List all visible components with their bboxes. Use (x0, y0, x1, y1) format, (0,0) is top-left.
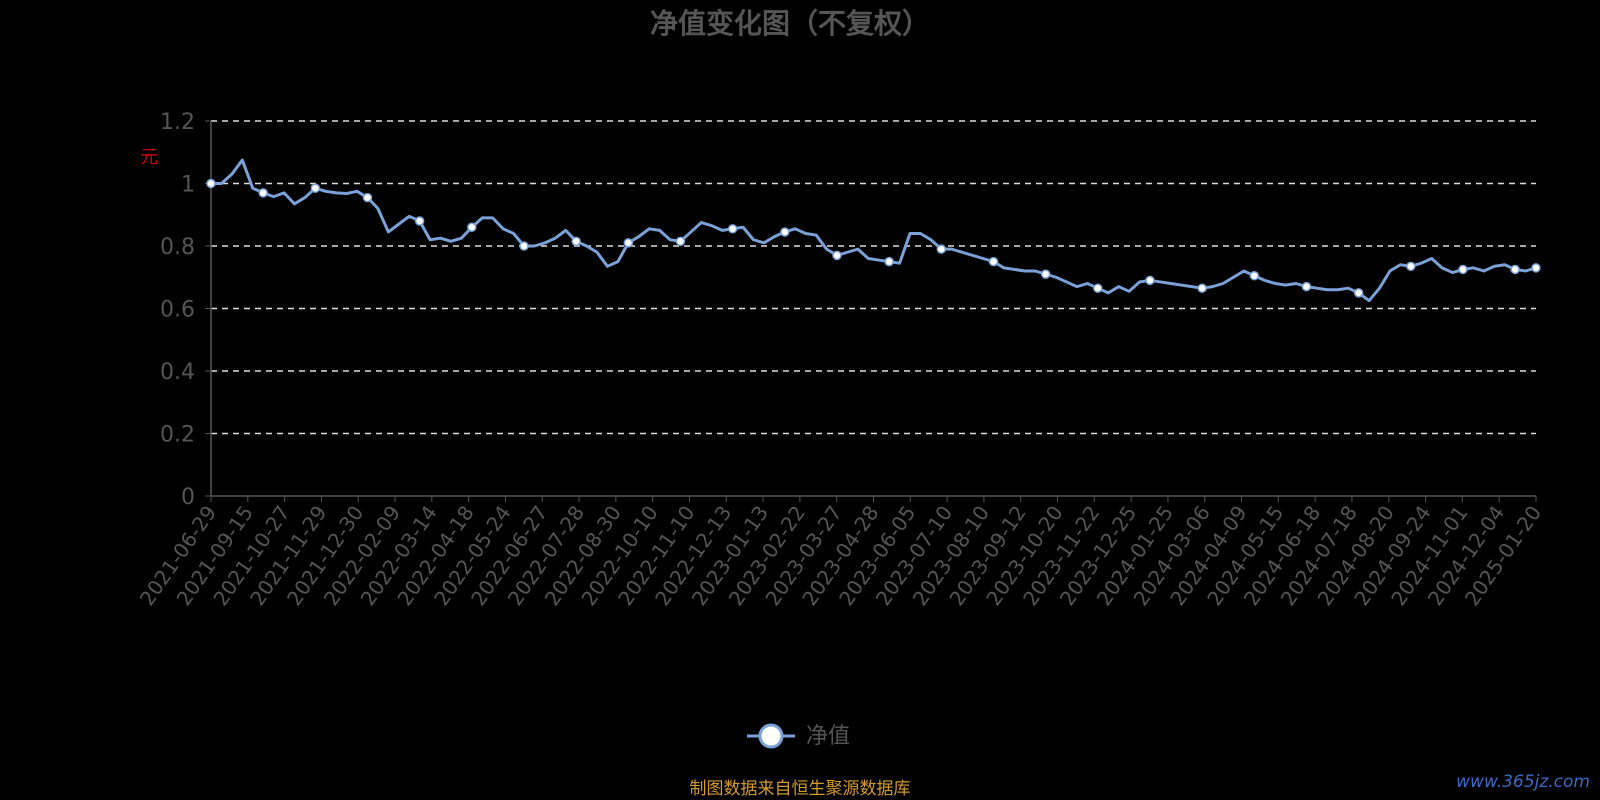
data-point[interactable] (676, 237, 684, 245)
data-point[interactable] (1042, 270, 1050, 278)
data-point[interactable] (1302, 283, 1310, 291)
data-point[interactable] (520, 242, 528, 250)
y-tick-label: 0.2 (160, 423, 195, 448)
x-axis-ticks: 2021-06-292021-09-152021-10-272021-11-29… (135, 496, 1546, 610)
watermark: www.365jz.com (1456, 772, 1590, 792)
series-nav (207, 160, 1540, 301)
data-point[interactable] (1094, 284, 1102, 292)
data-point[interactable] (885, 258, 893, 266)
data-point[interactable] (572, 237, 580, 245)
data-point[interactable] (416, 217, 424, 225)
data-point[interactable] (781, 228, 789, 236)
y-tick-label: 0.6 (160, 298, 195, 323)
data-point[interactable] (207, 180, 215, 188)
legend-label: 净值 (806, 724, 850, 749)
data-point[interactable] (468, 223, 476, 231)
data-point[interactable] (1198, 284, 1206, 292)
data-point[interactable] (363, 194, 371, 202)
data-point[interactable] (259, 189, 267, 197)
legend[interactable]: 净值 (747, 724, 850, 749)
data-point[interactable] (1146, 276, 1154, 284)
data-point[interactable] (1511, 265, 1519, 273)
y-tick-label: 0.8 (160, 235, 195, 260)
data-point[interactable] (1250, 272, 1258, 280)
y-tick-label: 0 (181, 485, 195, 510)
y-tick-label: 1 (181, 173, 195, 198)
data-point[interactable] (1459, 265, 1467, 273)
y-axis-ticks: 0 0.2 0.4 0.6 0.8 1 1.2 (160, 110, 211, 510)
data-point[interactable] (729, 225, 737, 233)
data-point[interactable] (937, 245, 945, 253)
gridlines (211, 121, 1536, 434)
data-source-note: 制图数据来自恒生聚源数据库 (690, 779, 911, 799)
y-tick-label: 0.4 (160, 360, 195, 385)
legend-marker (760, 725, 782, 747)
data-point[interactable] (1532, 264, 1540, 272)
chart-title: 净值变化图（不复权） (650, 7, 930, 40)
y-axis-unit: 元 (140, 147, 158, 168)
data-point[interactable] (989, 258, 997, 266)
data-point[interactable] (1355, 289, 1363, 297)
data-point[interactable] (1407, 262, 1415, 270)
data-point[interactable] (624, 239, 632, 247)
series-line (211, 160, 1536, 301)
data-point[interactable] (311, 184, 319, 192)
data-point[interactable] (833, 251, 841, 259)
y-tick-label: 1.2 (160, 110, 195, 135)
